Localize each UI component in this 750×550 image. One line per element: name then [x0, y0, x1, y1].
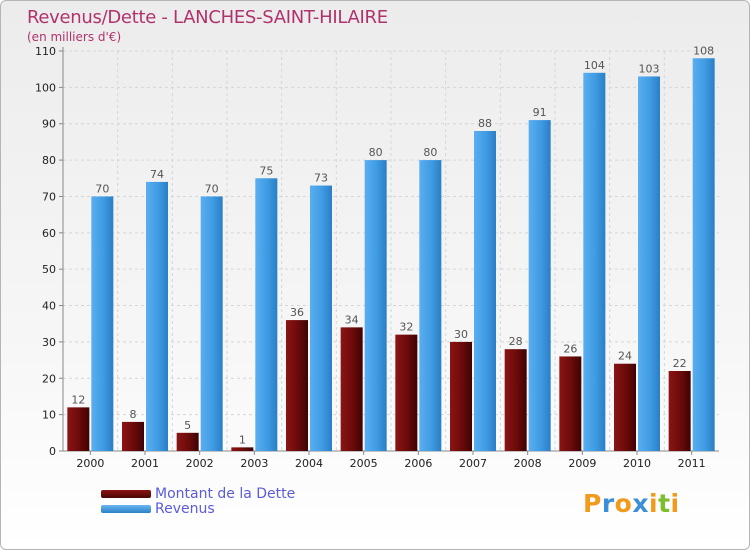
- y-tick-label: 110: [35, 45, 56, 58]
- bar-debt: [340, 327, 363, 451]
- x-tick-label: 2007: [459, 457, 487, 470]
- bar-revenus: [364, 160, 387, 451]
- bar-debt: [286, 320, 308, 451]
- label-layer: 12 70 8 74 5 70 1 75 36 73 34 80 32 80 30 88 28 91 26 104 24…: [71, 44, 714, 446]
- x-tick-label: 2005: [350, 457, 378, 470]
- bar-debt: [122, 421, 144, 451]
- bar-debt: [176, 432, 199, 451]
- value-label-revenus: 74: [150, 168, 164, 181]
- bar-revenus: [638, 76, 660, 452]
- bar-debt: [450, 341, 472, 451]
- bar-debt: [668, 371, 691, 451]
- legend-item-debt: Montant de la Dette: [101, 487, 295, 502]
- logo-letter: t: [658, 489, 671, 518]
- value-label-debt: 34: [345, 313, 359, 326]
- logo-letter: i: [670, 489, 680, 518]
- x-tick-label: 2008: [514, 457, 542, 470]
- bar-revenus: [528, 120, 551, 451]
- value-label-revenus: 103: [639, 62, 660, 75]
- axis-layer: 0 10 20 30 40 50 60 70 80 90 100 110 2000 2001 2002 200…: [35, 45, 719, 470]
- bar-debt: [504, 349, 527, 451]
- logo-letter: P: [583, 489, 602, 518]
- value-label-debt: 24: [618, 350, 632, 363]
- bar-revenus: [310, 185, 332, 451]
- x-tick-label: 2004: [295, 457, 323, 470]
- grid-layer: [63, 50, 719, 451]
- value-label-revenus: 75: [259, 164, 273, 177]
- bar-revenus: [419, 160, 442, 451]
- value-label-debt: 32: [399, 321, 413, 334]
- bar-revenus: [91, 196, 114, 451]
- x-tick-label: 2006: [404, 457, 432, 470]
- y-tick-label: 10: [42, 409, 56, 422]
- value-label-revenus: 104: [584, 59, 605, 72]
- value-label-debt: 36: [290, 306, 304, 319]
- legend: Montant de la Dette Revenus: [101, 487, 295, 517]
- bar-layer: [67, 58, 715, 452]
- y-tick-label: 90: [42, 118, 56, 131]
- bar-revenus: [583, 72, 606, 452]
- bar-debt: [67, 407, 90, 451]
- value-label-revenus: 80: [369, 146, 383, 159]
- bar-revenus: [692, 58, 715, 451]
- value-label-debt: 22: [673, 357, 687, 370]
- value-label-revenus: 73: [314, 172, 328, 185]
- chart-subtitle: (en milliers d'€): [27, 30, 122, 44]
- logo-letter: r: [601, 489, 615, 518]
- y-tick-label: 60: [42, 227, 56, 240]
- bar-debt: [559, 356, 582, 451]
- x-tick-label: 2003: [240, 457, 268, 470]
- value-label-revenus: 70: [205, 182, 219, 195]
- bar-debt: [395, 334, 418, 451]
- bar-debt: [614, 363, 636, 451]
- value-label-revenus: 70: [95, 182, 109, 195]
- bar-revenus: [200, 196, 223, 451]
- legend-label-debt: Montant de la Dette: [155, 486, 296, 502]
- value-label-debt: 26: [563, 342, 577, 355]
- value-label-revenus: 88: [478, 117, 492, 130]
- proxiti-logo: Proxiti: [583, 489, 680, 518]
- legend-swatch-revenus: [101, 505, 151, 513]
- x-tick-label: 2001: [131, 457, 159, 470]
- value-label-debt: 1: [239, 433, 246, 446]
- x-tick-label: 2010: [623, 457, 651, 470]
- value-label-debt: 5: [184, 419, 191, 432]
- bar-revenus: [474, 131, 496, 451]
- y-tick-label: 0: [49, 445, 56, 458]
- y-tick-label: 30: [42, 336, 56, 349]
- value-label-debt: 8: [130, 408, 137, 421]
- value-label-debt: 12: [71, 393, 85, 406]
- legend-label-revenus: Revenus: [155, 501, 215, 517]
- value-label-debt: 28: [509, 335, 523, 348]
- logo-letter: o: [614, 489, 633, 518]
- logo-letter: i: [649, 489, 659, 518]
- y-tick-label: 20: [42, 372, 56, 385]
- bar-revenus: [255, 178, 278, 452]
- value-label-revenus: 80: [423, 146, 437, 159]
- x-tick-label: 2000: [76, 457, 104, 470]
- y-tick-label: 50: [42, 263, 56, 276]
- x-tick-label: 2011: [678, 457, 706, 470]
- chart-title: Revenus/Dette - LANCHES-SAINT-HILAIRE: [27, 7, 388, 28]
- legend-item-revenus: Revenus: [101, 502, 295, 517]
- bar-revenus: [146, 181, 168, 451]
- bar-debt: [231, 447, 254, 451]
- y-tick-label: 40: [42, 300, 56, 313]
- y-tick-label: 100: [35, 81, 56, 94]
- value-label-revenus: 108: [693, 44, 714, 57]
- x-tick-label: 2009: [568, 457, 596, 470]
- logo-letter: x: [632, 489, 649, 518]
- legend-swatch-debt: [101, 490, 151, 498]
- y-tick-label: 70: [42, 190, 56, 203]
- x-tick-label: 2002: [186, 457, 214, 470]
- value-label-revenus: 91: [533, 106, 547, 119]
- value-label-debt: 30: [454, 328, 468, 341]
- y-tick-label: 80: [42, 154, 56, 167]
